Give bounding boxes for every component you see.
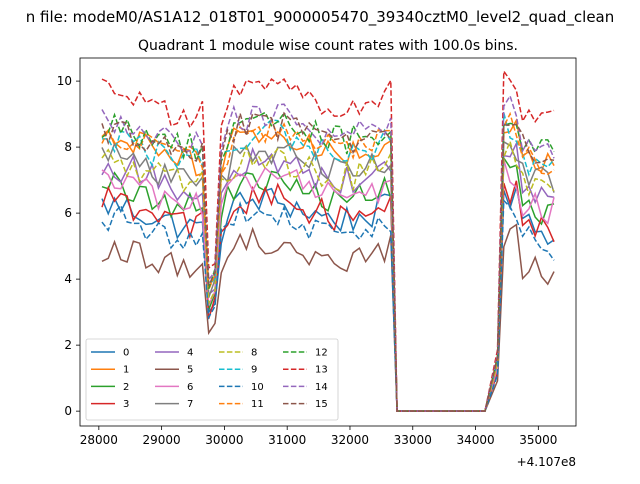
y-tick-label: 8 [64, 140, 72, 154]
legend-label-4: 4 [187, 348, 193, 359]
plot-area: 28000 29000 30000 31000 32000 33000 34000 35000… [57, 57, 577, 447]
y-tick-label: 2 [64, 338, 72, 352]
legend-label-3: 3 [123, 399, 129, 410]
legend-label-15: 15 [315, 399, 328, 410]
chart-title: Quadrant 1 module wise count rates with … [138, 38, 518, 54]
y-tick-label: 4 [64, 272, 72, 286]
series-group [101, 68, 555, 412]
x-tick-label: 34000 [456, 433, 494, 447]
legend-label-13: 13 [315, 365, 328, 376]
legend-label-2: 2 [123, 382, 129, 393]
x-tick-label: 33000 [394, 433, 432, 447]
x-tick-label: 32000 [331, 433, 369, 447]
y-tick-label: 0 [64, 404, 72, 418]
y-tick-label: 10 [57, 74, 72, 88]
legend-label-0: 0 [123, 348, 129, 359]
x-axis-offset-label: +4.107e8 [517, 455, 576, 469]
legend-label-1: 1 [123, 365, 129, 376]
legend-label-11: 11 [251, 399, 264, 410]
axes-frame [79, 57, 577, 427]
legend-label-14: 14 [315, 382, 328, 393]
legend-box [85, 338, 339, 421]
legend-label-10: 10 [251, 382, 264, 393]
x-tick-label: 31000 [268, 433, 306, 447]
legend-label-6: 6 [187, 382, 193, 393]
legend-label-12: 12 [315, 348, 328, 359]
y-tick-label: 6 [64, 206, 72, 220]
x-tick-label: 30000 [205, 433, 243, 447]
series-line-15 [101, 111, 555, 412]
x-tick-label: 29000 [143, 433, 181, 447]
x-tick-label: 28000 [80, 433, 118, 447]
legend-label-8: 8 [251, 348, 257, 359]
legend-label-9: 9 [251, 365, 257, 376]
legend-label-5: 5 [187, 365, 193, 376]
x-tick-label: 35000 [519, 433, 557, 447]
legend-label-7: 7 [187, 399, 193, 410]
figure-suptitle: n file: modeM0/AS1A12_018T01_9000005470_… [26, 8, 615, 27]
